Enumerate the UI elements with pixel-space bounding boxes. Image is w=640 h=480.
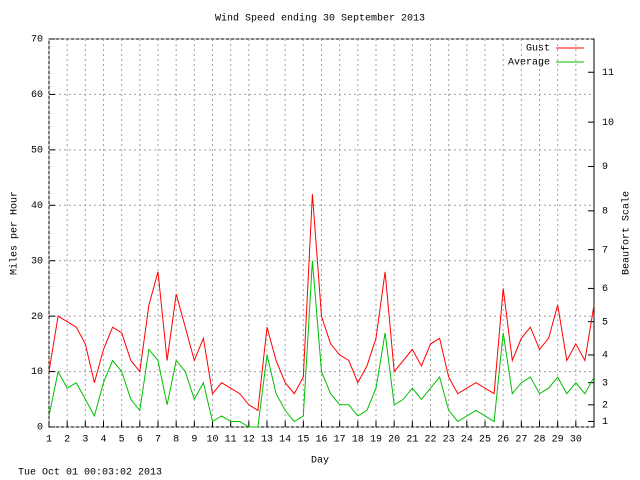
y2-tick-label: 6	[602, 284, 608, 295]
legend-label: Average	[508, 58, 550, 69]
y2-tick-label: 7	[602, 245, 608, 256]
y-tick-label: 10	[31, 367, 43, 378]
x-tick-label: 27	[515, 435, 527, 446]
x-tick-label: 28	[533, 435, 545, 446]
y2-axis-label: Beaufort Scale	[621, 191, 633, 275]
x-tick-label: 15	[297, 435, 309, 446]
x-tick-label: 21	[406, 435, 418, 446]
y-tick-label: 20	[31, 312, 43, 323]
x-tick-label: 9	[191, 435, 197, 446]
x-tick-label: 24	[461, 435, 473, 446]
x-tick-label: 23	[443, 435, 455, 446]
y-axis-label: Miles per Hour	[9, 191, 21, 275]
y2-tick-label: 11	[602, 68, 614, 79]
y2-tick-label: 10	[602, 118, 614, 129]
x-tick-label: 22	[424, 435, 436, 446]
x-tick-label: 29	[552, 435, 564, 446]
y-tick-label: 50	[31, 145, 43, 156]
x-tick-label: 4	[100, 435, 106, 446]
legend-label: Gust	[526, 44, 550, 55]
x-tick-label: 3	[82, 435, 88, 446]
x-tick-label: 12	[243, 435, 255, 446]
y-tick-label: 60	[31, 90, 43, 101]
x-tick-label: 30	[570, 435, 582, 446]
y2-tick-label: 3	[602, 378, 608, 389]
x-tick-label: 16	[315, 435, 327, 446]
x-tick-label: 17	[334, 435, 346, 446]
y2-tick-label: 9	[602, 162, 608, 173]
series-line	[48, 260, 595, 428]
y-tick-label: 70	[31, 35, 43, 46]
chart-title: Wind Speed ending 30 September 2013	[215, 13, 425, 25]
y2-tick-label: 2	[602, 400, 608, 411]
x-tick-label: 8	[173, 435, 179, 446]
y2-tick-label: 4	[602, 351, 608, 362]
x-tick-label: 7	[155, 435, 161, 446]
y2-tick-label: 5	[602, 317, 608, 328]
x-tick-label: 18	[352, 435, 364, 446]
x-axis-label: Day	[311, 456, 329, 467]
x-tick-label: 1	[46, 435, 52, 446]
x-tick-label: 14	[279, 435, 291, 446]
x-tick-label: 20	[388, 435, 400, 446]
y-tick-label: 40	[31, 201, 43, 212]
y-tick-label: 30	[31, 256, 43, 267]
x-tick-label: 13	[261, 435, 273, 446]
y2-tick-label: 1	[602, 417, 608, 428]
x-tick-label: 6	[137, 435, 143, 446]
x-tick-label: 2	[64, 435, 70, 446]
x-tick-label: 10	[206, 435, 218, 446]
x-tick-label: 11	[225, 435, 237, 446]
x-tick-label: 25	[479, 435, 491, 446]
y-tick-label: 0	[37, 423, 43, 434]
footer-timestamp: Tue Oct 01 00:03:02 2013	[18, 468, 162, 479]
x-tick-label: 26	[497, 435, 509, 446]
x-tick-label: 19	[370, 435, 382, 446]
x-tick-label: 5	[119, 435, 125, 446]
series-line	[48, 194, 595, 412]
y2-tick-label: 8	[602, 206, 608, 217]
